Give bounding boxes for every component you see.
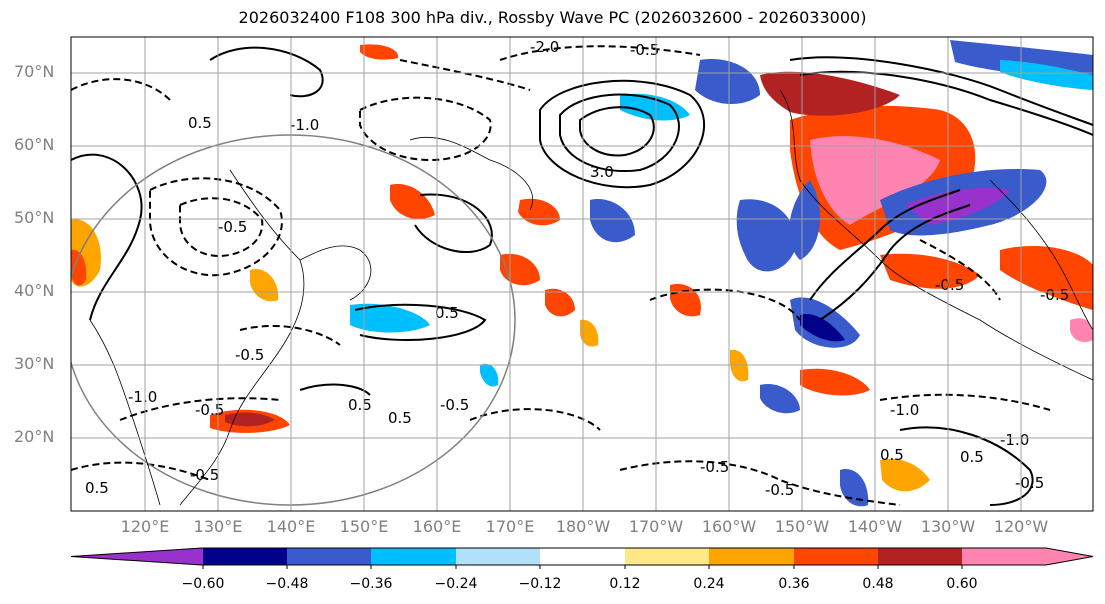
colorbar-segment (371, 548, 456, 565)
contour-label: 0.5 (435, 304, 459, 322)
contour-label: -0.5 (765, 481, 794, 499)
contour-label: -1.0 (128, 388, 157, 406)
contour-label: -2.0 (530, 38, 559, 56)
negative-contours (71, 45, 1051, 506)
graticule (71, 37, 1093, 511)
contour-label: -0.5 (235, 346, 264, 364)
colorbar-tick-label: 0.60 (946, 576, 978, 592)
map-title: 2026032400 F108 300 hPa div., Rossby Wav… (238, 8, 867, 27)
contour-label: -1.0 (890, 401, 919, 419)
lat-label-30n: 30°N (14, 354, 55, 373)
colorbar-tick-label: −0.60 (181, 576, 225, 592)
colorbar-tick-label: −0.24 (434, 576, 478, 592)
lon-label: 120°E (120, 517, 170, 536)
lat-label-20n: 20°N (14, 427, 55, 446)
colorbar-tick-label: 0.24 (693, 576, 725, 592)
lon-label: 150°E (339, 517, 389, 536)
colorbar-segment (878, 548, 962, 565)
lon-label: 130°W (920, 517, 976, 536)
contour-label: -0.5 (195, 401, 224, 419)
contour-label: -1.0 (1000, 431, 1029, 449)
lon-label: 160°E (412, 517, 462, 536)
radius-circle (71, 134, 516, 506)
contour-value-labels: -2.0 -0.5 -1.0 0.5 3.0 -0.5 0.5 -0.5 -1.… (85, 38, 1069, 499)
colorbar-segment (962, 548, 1093, 565)
lon-label: 130°E (193, 517, 243, 536)
contour-label: 0.5 (348, 396, 372, 414)
map-frame (70, 36, 1094, 512)
contour-label: 3.0 (590, 163, 614, 181)
contour-label: 0.5 (188, 114, 212, 132)
rossby-contours (71, 46, 1093, 506)
colorbar-tick-label: −0.36 (349, 576, 393, 592)
lon-label: 150°W (774, 517, 830, 536)
lon-label: 140°W (847, 517, 903, 536)
contour-label: 0.5 (388, 409, 412, 427)
contour-label: 0.5 (85, 479, 109, 497)
colorbar-segment (709, 548, 794, 565)
colorbar-tick-label: −0.48 (265, 576, 309, 592)
lon-label: 170°W (628, 517, 684, 536)
colorbar-tick-label: 0.36 (778, 576, 810, 592)
colorbar (70, 547, 1094, 569)
contour-label: 0.5 (880, 446, 904, 464)
lon-label: 170°E (485, 517, 535, 536)
colorbar-segment (794, 548, 878, 565)
colorbar-segment (71, 548, 203, 565)
contour-label: -0.5 (1040, 286, 1069, 304)
lon-label: 140°E (266, 517, 316, 536)
contour-label: -0.5 (440, 396, 469, 414)
lat-label-50n: 50°N (14, 208, 55, 227)
lon-label: 180°W (555, 517, 611, 536)
colorbar-outline (70, 547, 1094, 566)
lat-label-70n: 70°N (14, 62, 55, 81)
lat-label-60n: 60°N (14, 135, 55, 154)
lat-label-40n: 40°N (14, 281, 55, 300)
colorbar-segment (625, 548, 709, 565)
lon-label: 120°W (993, 517, 1049, 536)
colorbar-segment (456, 548, 540, 565)
contour-label: -1.0 (290, 116, 319, 134)
colorbar-tick-label: 0.12 (609, 576, 641, 592)
contour-label: -0.5 (1015, 474, 1044, 492)
contour-label: -0.5 (935, 276, 964, 294)
colorbar-tick-label: 0.48 (862, 576, 894, 592)
contour-label: 0.5 (960, 448, 984, 466)
contour-label: -0.5 (218, 218, 247, 236)
map-layer: -2.0 -0.5 -1.0 0.5 3.0 -0.5 0.5 -0.5 -1.… (71, 37, 1093, 511)
lon-label: 160°W (701, 517, 757, 536)
colorbar-segment (203, 548, 287, 565)
colorbar-segment (287, 548, 371, 565)
colorbar-tick-label: −0.12 (518, 576, 562, 592)
coastlines (89, 89, 1093, 506)
colorbar-segment (540, 548, 625, 565)
contour-label: -0.5 (700, 458, 729, 476)
contour-label: -0.5 (630, 41, 659, 59)
